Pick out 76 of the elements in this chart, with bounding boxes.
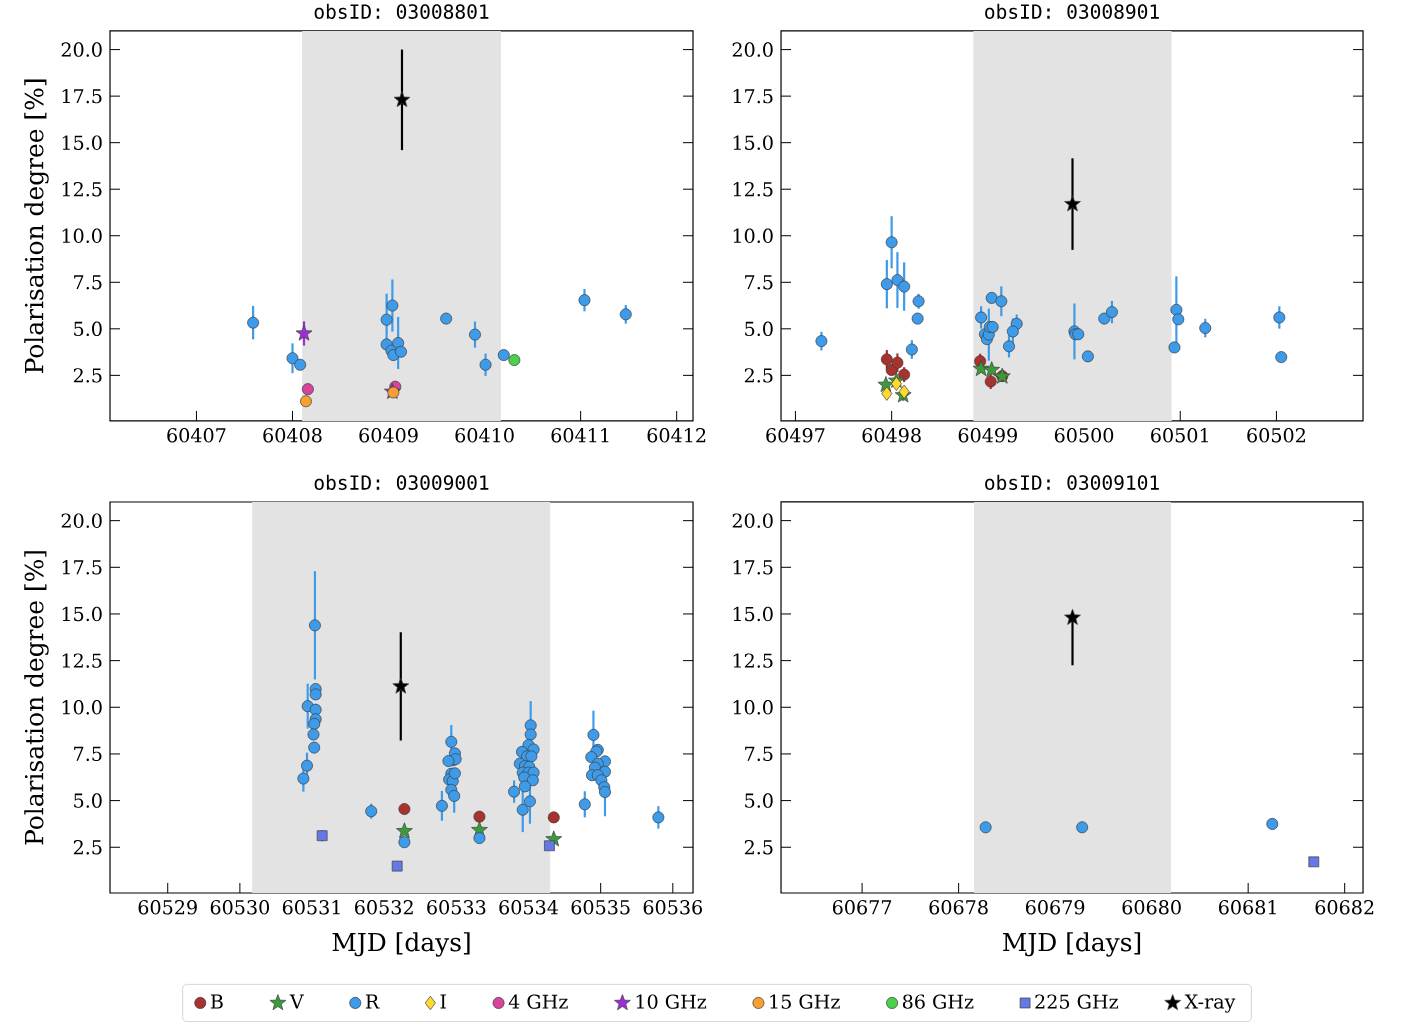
y-tick-label: 12.5 (62, 653, 102, 668)
x-tick-label: 60534 (499, 900, 558, 915)
x-tick-label: 60500 (1054, 428, 1114, 443)
legend-label: R (365, 994, 380, 1009)
chart-title: obsID: 03008801 (314, 3, 489, 19)
y-tick-label: 20.0 (732, 42, 773, 57)
y-tick-label: 10.0 (733, 228, 773, 243)
y-tick-label: 20.0 (61, 513, 102, 528)
y-tick-label: 17.5 (733, 88, 773, 104)
y-axis-title: Polarisation degree [%] (24, 79, 49, 374)
legend-label: X-ray (1184, 994, 1236, 1013)
x-tick-label: 60531 (282, 900, 340, 915)
x-tick-label: 60499 (958, 428, 1017, 443)
x-tick-label: 60680 (1122, 900, 1181, 915)
x-tick-label: 60407 (167, 428, 226, 443)
legend-label: 4 GHz (508, 994, 568, 1009)
x-tick-label: 60678 (929, 900, 988, 915)
legend-label: B (210, 994, 223, 1009)
x-tick-label: 60535 (571, 900, 630, 915)
x-tick-label: 60679 (1025, 900, 1085, 915)
x-tick-label: 60412 (647, 428, 706, 443)
legend-label: V (289, 994, 304, 1009)
legend-label: 15 GHz (770, 994, 840, 1009)
x-tick-label: 60682 (1315, 900, 1374, 915)
x-tick-label: 60536 (643, 900, 703, 915)
y-tick-label: 2.5 (73, 840, 102, 855)
x-tick-label: 60530 (210, 900, 270, 915)
y-tick-label: 10.0 (62, 700, 102, 715)
y-tick-label: 5.0 (74, 793, 102, 808)
y-tick-label: 2.5 (73, 368, 102, 383)
y-tick-label: 5.0 (74, 321, 102, 337)
y-tick-label: 7.5 (74, 746, 102, 762)
x-tick-label: 60677 (832, 900, 892, 915)
y-tick-label: 15.0 (62, 135, 102, 150)
y-tick-label: 2.5 (744, 368, 773, 383)
x-tick-label: 60498 (862, 428, 921, 443)
y-tick-label: 5.0 (745, 793, 773, 808)
x-tick-label: 60532 (355, 900, 413, 915)
y-tick-label: 17.5 (733, 560, 773, 575)
legend-label: 10 GHz (636, 994, 707, 1009)
y-tick-label: 17.5 (62, 88, 102, 104)
x-tick-label: 60533 (427, 900, 486, 915)
x-tick-label: 60410 (455, 428, 514, 443)
y-tick-label: 7.5 (74, 275, 102, 290)
legend-label: 225 GHz (1035, 994, 1118, 1009)
y-tick-label: 17.5 (62, 560, 102, 575)
x-tick-label: 60502 (1247, 428, 1305, 443)
y-tick-label: 10.0 (733, 700, 773, 715)
x-tick-label: 60529 (138, 900, 197, 915)
x-axis-title: MJD [days] (332, 932, 470, 957)
y-tick-label: 12.5 (62, 181, 102, 197)
y-tick-label: 7.5 (745, 275, 773, 290)
y-tick-label: 12.5 (733, 653, 773, 668)
legend-label: I (440, 994, 446, 1009)
y-tick-label: 20.0 (732, 513, 773, 528)
chart-title: obsID: 03009101 (985, 474, 1159, 490)
y-tick-label: 5.0 (745, 321, 773, 337)
x-tick-label: 60409 (359, 428, 418, 443)
x-axis-title: MJD [days] (1003, 932, 1141, 957)
y-tick-label: 15.0 (62, 606, 102, 622)
y-tick-label: 15.0 (733, 606, 773, 622)
y-tick-label: 2.5 (744, 840, 773, 855)
y-tick-label: 12.5 (733, 181, 773, 197)
x-tick-label: 60497 (766, 428, 825, 443)
chart-title: obsID: 03008901 (985, 3, 1159, 19)
y-tick-label: 15.0 (733, 135, 773, 150)
legend-label: 86 GHz (902, 994, 974, 1009)
x-tick-label: 60408 (263, 428, 322, 443)
y-axis-title: Polarisation degree [%] (24, 551, 49, 845)
chart-title: obsID: 03009001 (314, 474, 489, 490)
y-tick-label: 7.5 (745, 746, 773, 762)
y-tick-label: 20.0 (61, 42, 102, 57)
y-tick-label: 10.0 (62, 228, 102, 243)
x-tick-label: 60501 (1151, 428, 1208, 443)
x-tick-label: 60411 (551, 428, 609, 443)
x-tick-label: 60681 (1219, 900, 1276, 915)
